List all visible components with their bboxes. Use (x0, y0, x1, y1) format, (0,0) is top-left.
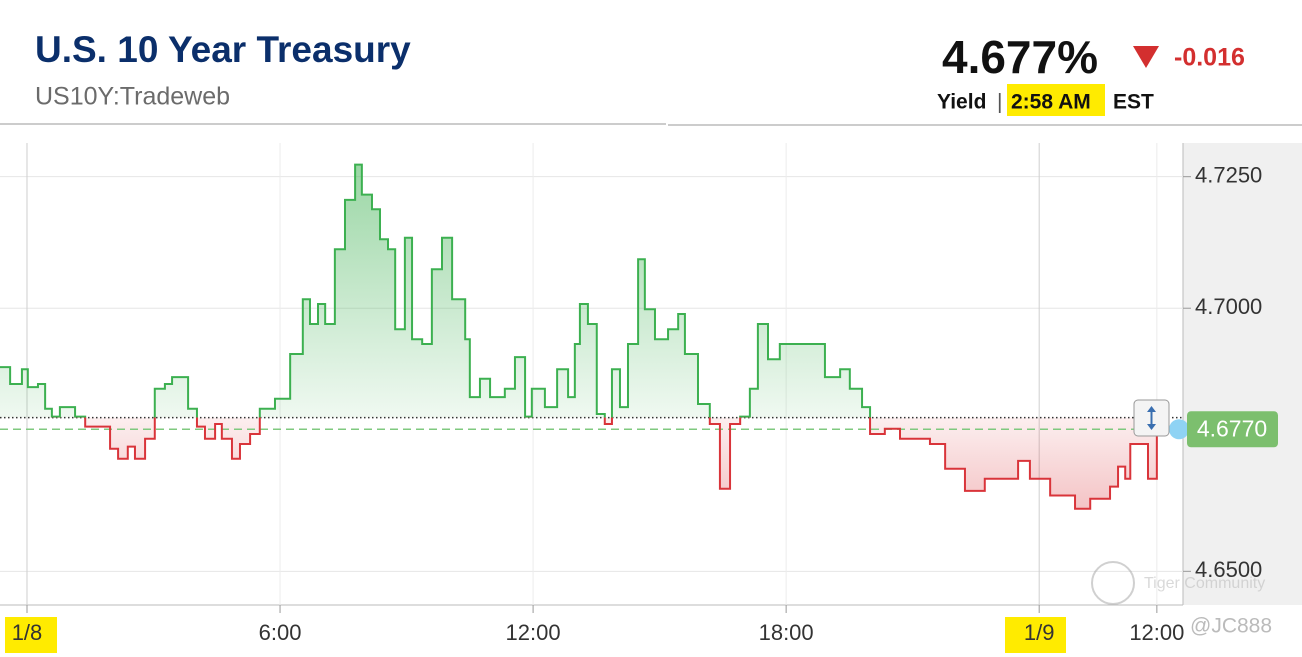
x-tick-label: 12:00 (506, 620, 561, 645)
y-tick-label: 4.7250 (1195, 162, 1262, 187)
highlight (1007, 84, 1105, 116)
area (0, 164, 1157, 509)
plot (0, 163, 1183, 510)
change: -0.016 (1174, 44, 1245, 72)
highlight (5, 617, 57, 653)
title: U.S. 10 Year Treasury (35, 29, 411, 70)
handle-icon (1147, 406, 1156, 430)
x-tick-label: 6:00 (259, 620, 302, 645)
y-tick-label: 4.6500 (1195, 557, 1262, 582)
time: 2:58 AM (1011, 91, 1091, 114)
separator: | (997, 91, 1002, 114)
current-tag (1187, 411, 1278, 448)
axis-panel (1183, 143, 1302, 605)
current-dot (1169, 419, 1189, 440)
price: 4.677% (942, 31, 1098, 83)
highlight (1005, 617, 1066, 653)
x-tick-label: 18:00 (759, 620, 814, 645)
x-tick-label: 12:00 (1129, 620, 1184, 645)
down-arrow (1133, 46, 1159, 68)
current-label: 4.6770 (1197, 415, 1267, 441)
subtitle: US10Y:Tradeweb (35, 83, 230, 111)
y-tick-label: 4.7000 (1195, 294, 1262, 319)
x-tick-label: 1/8 (12, 620, 43, 645)
header: U.S. 10 Year Treasury US10Y:Tradeweb 4.6… (0, 29, 1302, 126)
watermark-brand: Tiger Community (1144, 575, 1265, 592)
x-tick-label: 1/9 (1024, 620, 1055, 645)
axes: 4.7250 4.7000 4.6500 1/8 6:00 12:00 18:00 1/9 12… (12, 162, 1278, 645)
zone: EST (1113, 91, 1154, 114)
scroll-handle[interactable] (1133, 399, 1170, 437)
watermark-handle: @JC888 (1190, 615, 1272, 638)
price-line (0, 163, 1158, 510)
watermark-logo (1091, 561, 1135, 605)
yield-label: Yield (937, 91, 986, 114)
watermark: Tiger Community (1091, 561, 1265, 605)
